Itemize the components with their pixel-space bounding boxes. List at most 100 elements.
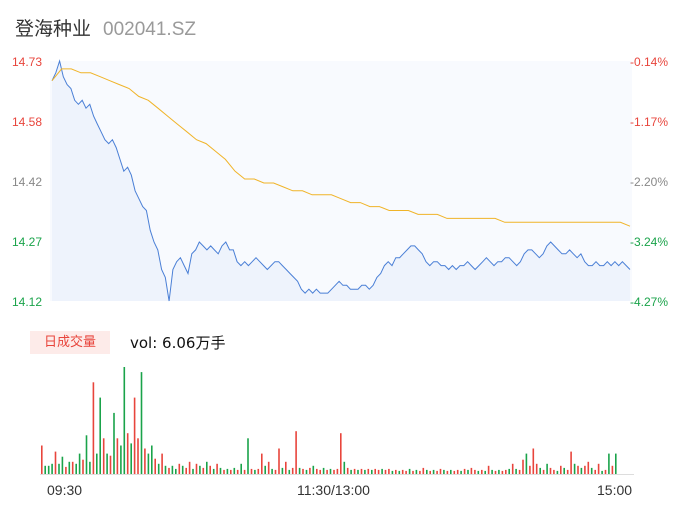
volume-bar	[271, 468, 273, 474]
volume-bar	[92, 382, 95, 474]
volume-bar	[391, 470, 394, 474]
volume-bar	[546, 463, 548, 474]
volume-bar	[525, 453, 528, 474]
volume-bar	[126, 433, 129, 474]
volume-bar	[302, 468, 304, 474]
volume-bar	[181, 465, 184, 474]
pct-tick-0: -0.14%	[630, 55, 669, 69]
volume-bar	[216, 463, 218, 474]
volume-bar	[604, 469, 607, 474]
volume-bar	[436, 470, 438, 474]
volume-bar	[257, 468, 260, 474]
volume-bar	[247, 438, 249, 474]
volume-bar	[532, 448, 535, 474]
volume-bar	[206, 461, 208, 474]
average-price-line	[51, 68, 631, 227]
volume-bar	[422, 467, 425, 474]
volume-bar	[54, 451, 57, 474]
volume-bar	[133, 397, 136, 474]
volume-bar	[539, 467, 541, 474]
volume-bar	[161, 453, 163, 474]
volume-bar	[508, 468, 510, 474]
volume-bar	[85, 435, 88, 474]
volume-bar	[343, 461, 346, 474]
price-tick-0: 14.73	[12, 55, 43, 69]
volume-bar	[340, 433, 342, 474]
price-tick-4: 14.12	[12, 295, 43, 309]
volume-bar	[549, 467, 552, 474]
volume-bar	[429, 470, 431, 474]
volume-bar	[89, 461, 91, 474]
volume-bar	[106, 453, 108, 474]
volume-bar	[123, 367, 126, 474]
volume-bar	[164, 465, 167, 474]
volume-bar	[377, 469, 380, 474]
volume-bar	[477, 470, 480, 474]
volume-bar	[357, 469, 359, 474]
price-line	[51, 59, 631, 302]
volume-bar	[288, 469, 291, 474]
volume-bar	[401, 469, 404, 474]
time-tick-midday: 11:30/13:00	[297, 482, 370, 498]
volume-bar	[109, 455, 112, 474]
volume-bar	[278, 448, 280, 474]
volume-bar	[529, 465, 531, 474]
volume-bar	[498, 469, 500, 474]
price-tick-3: 14.27	[12, 235, 43, 249]
volume-bar	[381, 468, 383, 474]
volume-bar	[329, 468, 332, 474]
volume-bar	[584, 465, 586, 474]
pct-tick-1: -1.17%	[630, 115, 669, 129]
volume-bar	[226, 468, 229, 474]
volume-bar	[333, 469, 335, 474]
volume-bar	[484, 470, 486, 474]
volume-bar	[281, 467, 284, 474]
volume-bar	[608, 453, 610, 474]
volume-bar	[405, 470, 407, 474]
volume-bar	[157, 463, 160, 474]
volume-bar	[443, 469, 445, 474]
volume-bar	[326, 469, 328, 474]
volume-bar	[322, 467, 325, 474]
volume-bar	[566, 469, 569, 474]
volume-bar	[295, 431, 297, 474]
price-plot	[50, 59, 632, 302]
volume-bar	[113, 412, 115, 474]
stock-code: 002041.SZ	[103, 19, 196, 40]
volume-bar	[223, 469, 225, 474]
volume-bar	[491, 469, 493, 474]
volume-bar	[336, 468, 339, 474]
volume-bar	[305, 469, 308, 474]
volume-bar	[426, 469, 428, 474]
volume-bar	[467, 469, 469, 474]
time-tick-open: 09:30	[47, 482, 83, 498]
volume-bar	[432, 469, 435, 474]
volume-bar	[470, 467, 473, 474]
price-tick-1: 14.58	[12, 115, 43, 129]
volume-bar	[316, 468, 318, 474]
volume-bar	[151, 445, 153, 474]
volume-bar	[463, 468, 466, 474]
volume-bar	[65, 466, 67, 474]
volume-bar	[44, 465, 46, 474]
volume-bar	[415, 469, 418, 474]
volume-bar	[116, 438, 119, 474]
volume-bar	[250, 468, 253, 474]
volume-bar	[233, 467, 236, 474]
volume-bar	[594, 469, 596, 474]
volume-bar	[398, 470, 401, 474]
volume-bar	[195, 463, 198, 474]
volume-bar	[102, 438, 105, 474]
volume-bar	[553, 469, 555, 474]
volume-bar	[542, 469, 545, 474]
volume-bar	[446, 470, 449, 474]
volume-bar	[199, 465, 201, 474]
volume-tab[interactable]: 日成交量	[30, 331, 110, 354]
volume-bar	[388, 468, 390, 474]
volume-bar	[219, 467, 222, 474]
volume-bar	[474, 469, 476, 474]
volume-bar	[243, 469, 246, 474]
volume-bar	[450, 469, 452, 474]
volume-bar	[58, 463, 60, 474]
